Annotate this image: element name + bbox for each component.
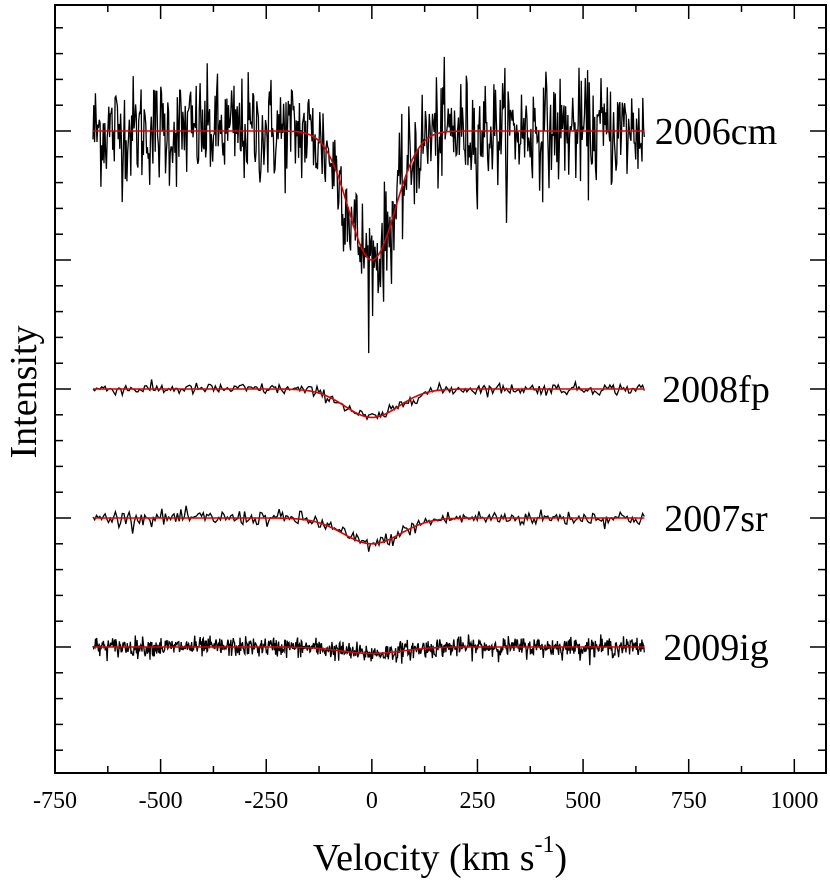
series-label-2007sr: 2007sr [664, 498, 768, 540]
series-label-2008fp: 2008fp [662, 369, 770, 411]
x-tick-label: 500 [565, 788, 601, 814]
x-tick-label: 1000 [770, 788, 818, 814]
series-label-2006cm: 2006cm [655, 111, 777, 153]
series-2007sr-data [92, 505, 645, 552]
y-axis-ticks [55, 27, 826, 751]
x-tick-label: -500 [139, 788, 183, 814]
x-axis-title-sup: -1 [534, 832, 554, 858]
series-label-2009ig: 2009ig [663, 627, 769, 669]
x-tick-label: -750 [33, 788, 77, 814]
x-axis-title-close: ) [554, 837, 567, 879]
x-tick-label: -250 [244, 788, 288, 814]
x-axis-ticks: -750 -500 -250 0 250 500 750 1000 [33, 5, 818, 814]
x-tick-label: 250 [459, 788, 495, 814]
x-axis-title: Velocity (km s-1) [313, 832, 567, 879]
series-2009ig-data [92, 634, 645, 666]
series-group: 2006cm 2008fp 2007sr 2009ig [92, 56, 777, 669]
series-2009ig-fit [93, 646, 645, 655]
series-2006cm-data [92, 56, 645, 354]
series-2008fp-data [92, 379, 645, 421]
series-2007sr-fit [93, 517, 645, 545]
x-tick-label: 750 [671, 788, 707, 814]
y-axis-title: Intensity [3, 326, 45, 459]
series-2008fp-fit [93, 388, 645, 419]
series-2006cm-fit [93, 130, 645, 261]
x-tick-label: 0 [366, 788, 378, 814]
